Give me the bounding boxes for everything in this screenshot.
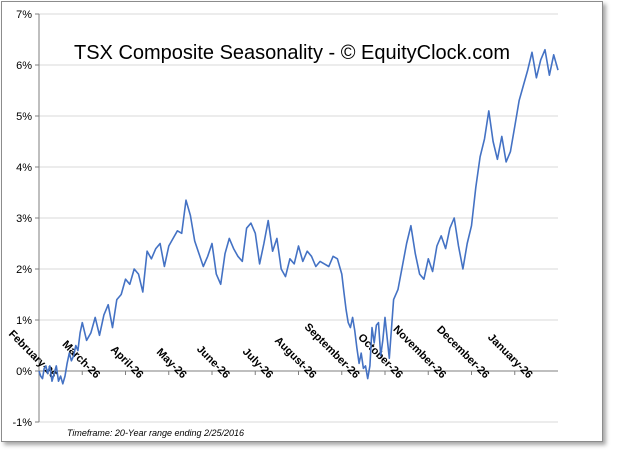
y-tick-label: 4% [16,162,32,174]
y-tick-label: 0% [16,366,32,378]
chart-frame: -1% 0% 1% 2% 3% 4% 5% 6% 7% February-26 March-26 Ap… [1,1,603,442]
chart-title: TSX Composite Seasonality - © EquityCloc… [74,42,510,64]
y-tick-label: 5% [16,111,32,123]
series-line [38,48,559,385]
x-tick-label: July-26 [240,346,275,381]
x-tick-label: June-26 [194,343,232,381]
x-tick-label: January-26 [485,332,535,382]
y-tick-label: 2% [16,264,32,276]
x-tick-label: May-26 [154,346,189,381]
x-tick-label: August-26 [272,335,319,382]
chart-svg: -1%0%1%2%3%4%5%6%7%February-26 March-26 Ap… [6,9,559,438]
y-tick-label: 6% [16,60,32,72]
y-tick-label: 7% [16,9,32,21]
chart-footnote: Timeframe: 20-Year range ending 2/25/201… [67,428,244,438]
y-tick-label: -1% [12,417,32,429]
x-tick-label: April-26 [108,344,145,381]
series-layer [38,48,559,385]
y-tick-label: 3% [16,213,32,225]
axis-layer: -1%0%1%2%3%4%5%6%7%February-26 March-26 Ap… [6,9,558,429]
y-tick-label: 1% [16,315,32,327]
